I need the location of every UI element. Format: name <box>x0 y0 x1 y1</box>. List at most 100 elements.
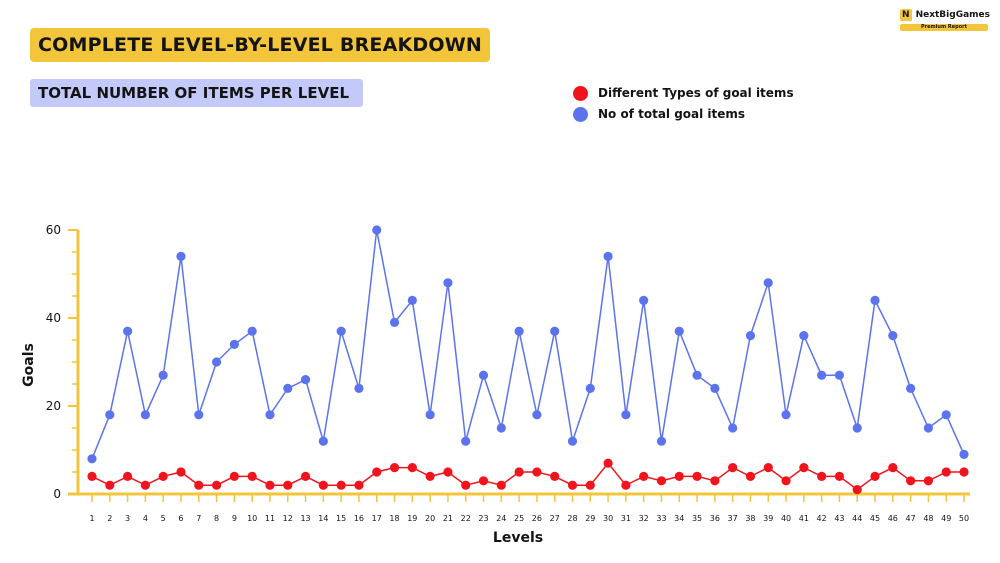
x-tick-label-43: 43 <box>834 514 844 523</box>
x-tick-label-8: 8 <box>214 514 219 523</box>
x-tick-label-26: 26 <box>532 514 542 523</box>
x-tick-label-22: 22 <box>461 514 471 523</box>
series-point-blue-level-15 <box>336 326 346 336</box>
series-point-blue-level-43 <box>834 370 845 380</box>
x-tick-label-17: 17 <box>372 514 382 523</box>
series-point-red-level-38 <box>745 471 756 481</box>
x-tick-label-23: 23 <box>478 514 488 523</box>
x-tick-label-38: 38 <box>745 514 755 523</box>
series-point-blue-level-47 <box>906 383 916 393</box>
series-point-red-level-2 <box>105 480 115 490</box>
series-point-blue-level-29 <box>585 383 595 393</box>
series-point-red-level-8 <box>211 480 222 490</box>
series-point-blue-level-32 <box>639 295 649 305</box>
x-tick-label-2: 2 <box>107 514 112 523</box>
page-title: COMPLETE LEVEL-BY-LEVEL BREAKDOWN <box>30 28 491 62</box>
x-tick-label-42: 42 <box>817 514 827 523</box>
series-point-red-level-21 <box>443 467 453 477</box>
series-point-red-level-11 <box>265 480 275 490</box>
series-point-red-level-32 <box>639 471 649 481</box>
series-point-blue-level-7 <box>194 410 204 420</box>
series-point-red-level-47 <box>906 476 916 486</box>
series-point-red-level-42 <box>817 471 827 481</box>
series-point-red-level-10 <box>247 471 257 481</box>
x-tick-label-45: 45 <box>870 514 880 523</box>
x-tick-label-30: 30 <box>603 514 613 523</box>
series-point-red-level-24 <box>496 480 506 490</box>
series-point-blue-level-11 <box>265 410 275 420</box>
series-point-blue-level-24 <box>496 423 506 433</box>
y-tick-label-60: 60 <box>46 223 61 237</box>
x-axis-title: Levels <box>493 530 543 546</box>
x-tick-label-35: 35 <box>692 514 702 523</box>
x-tick-label-32: 32 <box>639 514 649 523</box>
x-tick-label-9: 9 <box>232 514 237 523</box>
series-point-blue-level-22 <box>461 436 471 446</box>
y-axis-title: Goals <box>21 343 37 387</box>
series-point-red-level-30 <box>603 458 613 468</box>
x-tick-label-3: 3 <box>125 514 130 523</box>
series-point-blue-level-40 <box>781 410 791 420</box>
x-tick-label-15: 15 <box>336 514 346 523</box>
x-tick-label-49: 49 <box>941 514 951 523</box>
x-tick-label-33: 33 <box>656 514 666 523</box>
legend-label-blue: No of total goal items <box>598 107 746 121</box>
series-point-blue-level-48 <box>923 423 934 433</box>
series-point-blue-level-25 <box>514 326 524 336</box>
series-point-blue-level-36 <box>710 383 720 393</box>
x-tick-label-36: 36 <box>710 514 720 523</box>
series-point-blue-level-44 <box>852 423 862 433</box>
series-point-red-level-44 <box>852 485 862 495</box>
x-tick-label-24: 24 <box>496 514 506 523</box>
series-point-blue-level-14 <box>318 436 328 446</box>
series-point-red-level-15 <box>336 480 346 490</box>
series-point-red-level-27 <box>550 471 560 481</box>
x-tick-label-11: 11 <box>265 514 275 523</box>
series-line-red <box>91 462 964 491</box>
x-tick-label-16: 16 <box>354 514 364 523</box>
series-point-red-level-28 <box>567 480 578 490</box>
series-point-red-level-7 <box>194 480 204 490</box>
x-tick-label-39: 39 <box>763 514 773 523</box>
series-point-red-level-4 <box>140 480 150 490</box>
series-point-red-level-16 <box>354 480 364 490</box>
series-point-red-level-41 <box>799 463 809 473</box>
series-point-blue-level-41 <box>799 331 809 341</box>
series-point-blue-level-23 <box>478 370 489 380</box>
series-point-red-level-9 <box>229 471 239 481</box>
x-tick-label-34: 34 <box>674 514 684 523</box>
x-tick-label-21: 21 <box>443 514 453 523</box>
series-point-blue-level-50 <box>959 449 969 459</box>
series-point-red-level-18 <box>389 463 400 473</box>
series-point-red-level-31 <box>621 480 631 490</box>
x-tick-label-1: 1 <box>89 514 94 523</box>
series-point-red-level-34 <box>674 471 684 481</box>
y-tick-label-40: 40 <box>46 311 61 325</box>
legend-label-red: Different Types of goal items <box>598 86 794 100</box>
x-tick-label-48: 48 <box>923 514 933 523</box>
series-point-red-level-39 <box>763 463 773 473</box>
x-tick-label-13: 13 <box>300 514 310 523</box>
legend-swatch-blue <box>573 106 588 122</box>
series-point-red-level-22 <box>461 480 471 490</box>
x-tick-label-12: 12 <box>283 514 293 523</box>
x-tick-label-4: 4 <box>143 514 148 523</box>
series-point-blue-level-10 <box>247 326 257 336</box>
x-tick-label-50: 50 <box>959 514 969 523</box>
brand-name: NextBigGames <box>915 10 990 20</box>
x-tick-label-37: 37 <box>728 514 738 523</box>
series-point-blue-level-6 <box>176 251 186 261</box>
chart-subtitle: TOTAL NUMBER OF ITEMS PER LEVEL <box>30 79 363 107</box>
series-point-blue-level-20 <box>425 410 435 420</box>
series-point-red-level-43 <box>834 471 845 481</box>
series-point-blue-level-18 <box>389 317 400 327</box>
series-point-blue-level-5 <box>158 370 168 380</box>
x-tick-label-46: 46 <box>888 514 898 523</box>
x-tick-label-27: 27 <box>550 514 560 523</box>
x-tick-label-40: 40 <box>781 514 791 523</box>
series-point-blue-level-17 <box>372 225 382 235</box>
series-point-red-level-12 <box>283 480 293 490</box>
series-point-blue-level-26 <box>532 410 542 420</box>
series-point-red-level-29 <box>585 480 595 490</box>
